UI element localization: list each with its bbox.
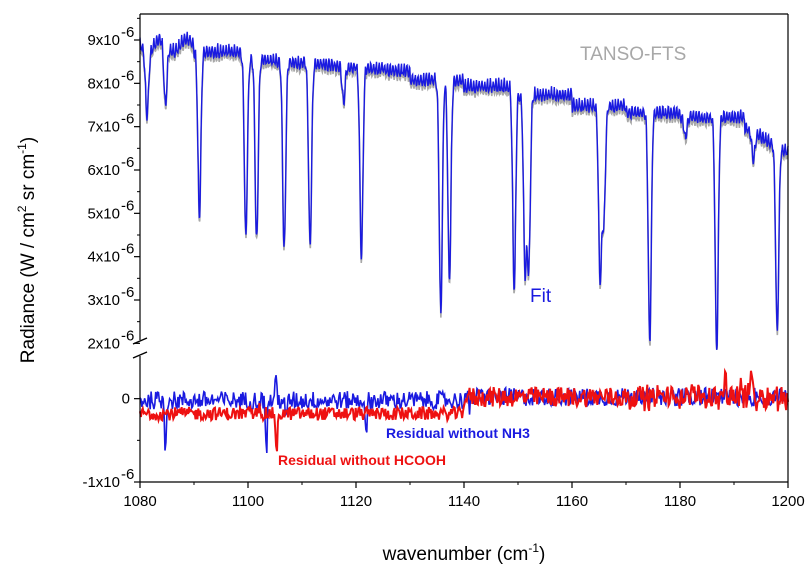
y-tick-label: 4x10 — [87, 249, 120, 266]
annotation-fit: Fit — [530, 286, 552, 307]
x-tick-label: 1160 — [556, 493, 588, 510]
series-fit — [139, 31, 789, 350]
x-tick-label: 1200 — [771, 493, 804, 510]
y-tick-label: 8x10 — [87, 75, 120, 92]
x-tick-label: 1180 — [664, 493, 696, 510]
y-tick-exponent: -6 — [121, 284, 134, 301]
y-axis-label: Radiance (W / cm2 sr cm-1) — [15, 137, 39, 363]
y-tick-exponent: -6 — [121, 24, 134, 41]
x-tick-label: 1120 — [340, 493, 372, 510]
y-tick-exponent: -6 — [121, 327, 134, 344]
annotation-tanso-fts: TANSO-FTS — [580, 44, 686, 65]
y-tick-exponent: -6 — [121, 154, 134, 171]
annotation-residual-nh3: Residual without NH3 — [386, 425, 530, 441]
y-tick-label: 0 — [122, 391, 130, 408]
y-tick-label: 6x10 — [87, 162, 120, 179]
y-tick-label: 5x10 — [87, 205, 120, 222]
series-residual-hcooh — [139, 367, 789, 452]
y-tick-exponent: -6 — [121, 67, 134, 84]
annotation-residual-hcooh: Residual without HCOOH — [278, 452, 446, 468]
x-tick-label: 1100 — [232, 493, 264, 510]
axes-layer — [132, 13, 789, 488]
y-tick-label: -1x10 — [82, 474, 120, 491]
y-tick-label: 2x10 — [87, 335, 120, 352]
y-tick-label: 9x10 — [87, 32, 120, 49]
y-tick-label: 7x10 — [87, 119, 120, 136]
y-tick-exponent: -6 — [121, 241, 134, 258]
y-tick-label: 3x10 — [87, 292, 120, 309]
y-tick-exponent: -6 — [121, 197, 134, 214]
x-tick-label: 1080 — [123, 493, 156, 510]
axis-break-mark — [132, 351, 148, 359]
y-tick-exponent: -6 — [121, 111, 134, 128]
series-layer — [139, 31, 789, 454]
x-axis-label: wavenumber (cm-1) — [382, 541, 546, 565]
x-tick-label: 1140 — [448, 493, 480, 510]
y-tick-exponent: -6 — [121, 466, 134, 483]
